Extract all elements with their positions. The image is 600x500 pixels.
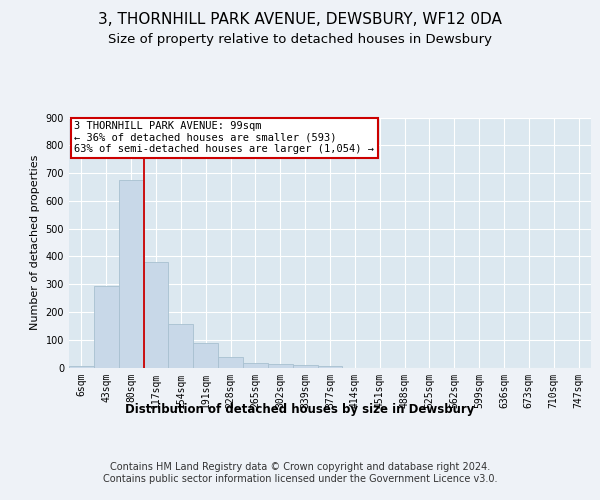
Bar [268,364,293,368]
Bar [218,357,243,368]
Y-axis label: Number of detached properties: Number of detached properties [30,155,40,330]
Bar [317,366,343,368]
Bar [293,364,317,368]
Bar [119,180,143,368]
Text: Size of property relative to detached houses in Dewsbury: Size of property relative to detached ho… [108,32,492,46]
Bar [169,324,193,368]
Bar [143,262,169,368]
Text: 3, THORNHILL PARK AVENUE, DEWSBURY, WF12 0DA: 3, THORNHILL PARK AVENUE, DEWSBURY, WF12… [98,12,502,28]
Text: Distribution of detached houses by size in Dewsbury: Distribution of detached houses by size … [125,402,475,415]
Text: 3 THORNHILL PARK AVENUE: 99sqm
← 36% of detached houses are smaller (593)
63% of: 3 THORNHILL PARK AVENUE: 99sqm ← 36% of … [74,121,374,154]
Bar [243,364,268,368]
Bar [69,366,94,368]
Bar [94,286,119,368]
Bar [193,342,218,367]
Text: Contains HM Land Registry data © Crown copyright and database right 2024.
Contai: Contains HM Land Registry data © Crown c… [103,462,497,484]
